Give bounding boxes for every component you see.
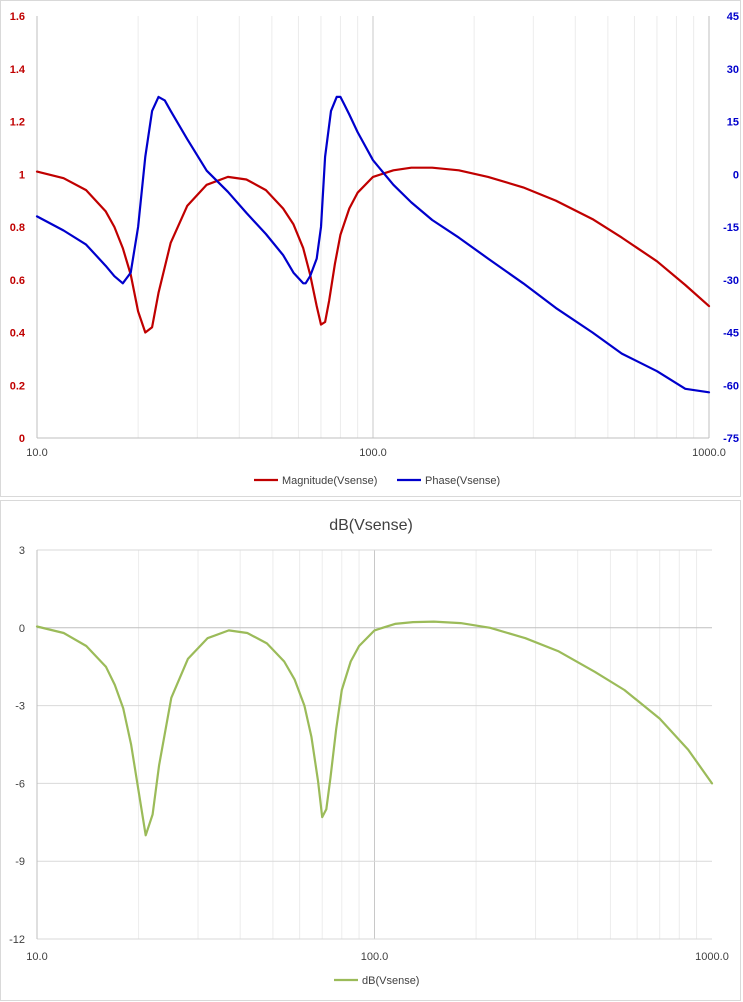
legend-item-db: dB(Vsense) (334, 975, 419, 987)
y-tick-label-right: -60 (723, 380, 739, 392)
vertical-gridlines (138, 550, 698, 939)
x-tick-label: 100.0 (359, 447, 387, 459)
legend-item-magnitude: Magnitude(Vsense) (254, 475, 377, 487)
legend-item-phase: Phase(Vsense) (397, 475, 500, 487)
legend-label: Magnitude(Vsense) (282, 475, 377, 487)
y-tick-label-left: 0.6 (10, 275, 25, 287)
magnitude-phase-chart: 00.20.40.60.811.21.41.6-75-60-45-30-1501… (10, 11, 739, 487)
y-tick-label-left: 1.6 (10, 11, 25, 23)
y-tick-label-right: -30 (723, 275, 739, 287)
y-tick-label-right: 0 (733, 169, 739, 181)
db-series-line (35, 620, 714, 837)
db-chart: dB(Vsense) -12 -9 -6 -3 0 3 10.0 100.0 1000.0 dB(V… (9, 517, 729, 987)
y-tick-label: 3 (19, 545, 25, 557)
y-tick-label-right: 15 (727, 117, 739, 129)
magnitude-phase-chart-panel: 0 0.2 0.4 0.6 0.8 1 1.2 1.4 1.6 -75 -60 -45 -30 -15 0 1… (0, 0, 741, 497)
y-tick-label-right: -15 (723, 222, 739, 234)
vertical-gridlines (137, 16, 695, 438)
x-tick-label: 100.0 (361, 951, 389, 963)
legend-label: dB(Vsense) (362, 975, 419, 987)
y-tick-label-right: -45 (723, 328, 739, 340)
chart-title: dB(Vsense) (329, 517, 413, 534)
y-tick-label-left: 0.2 (10, 380, 25, 392)
y-tick-label-left: 1.2 (10, 117, 25, 129)
y-tick-label-left: 1 (19, 169, 25, 181)
db-chart-panel: dB(Vsense) -12 -9 -6 -3 0 3 10.0 100.0 1000.0 dB(V… (0, 500, 741, 1001)
y-tick-label-left: 1.4 (10, 64, 26, 76)
y-tick-label: -12 (9, 934, 25, 946)
y-tick-label-left: 0.8 (10, 222, 25, 234)
x-tick-label: 1000.0 (695, 951, 729, 963)
y-tick-label-right: 30 (727, 64, 739, 76)
y-tick-label-right: -75 (723, 433, 739, 445)
x-tick-label: 1000.0 (692, 447, 726, 459)
y-tick-label-right: 45 (727, 11, 739, 23)
legend-label: Phase(Vsense) (425, 475, 500, 487)
y-tick-label: -9 (15, 856, 25, 868)
y-tick-label-left: 0 (19, 433, 25, 445)
magnitude-series-line (35, 166, 711, 334)
y-tick-label-left: 0.4 (10, 328, 26, 340)
y-tick-label: -3 (15, 701, 25, 713)
phase-series-line (35, 95, 711, 394)
x-tick-label: 10.0 (26, 447, 47, 459)
y-tick-label: 0 (19, 623, 25, 635)
x-tick-label: 10.0 (26, 951, 47, 963)
y-tick-label: -6 (15, 778, 25, 790)
